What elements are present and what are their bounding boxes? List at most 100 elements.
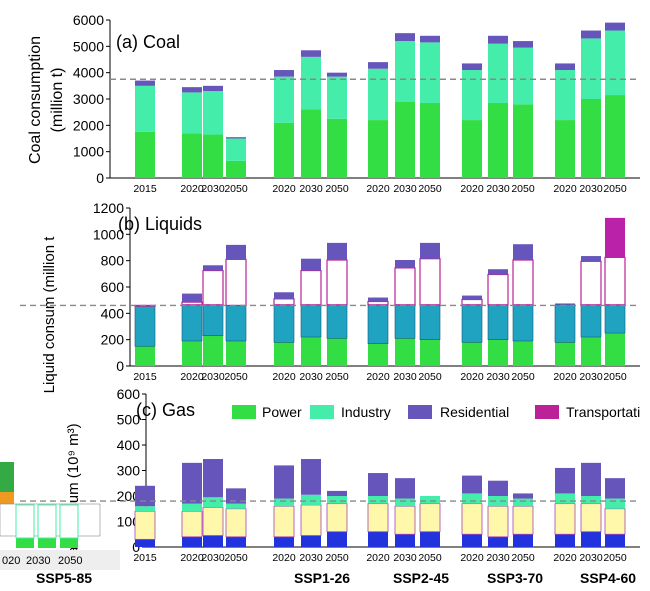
left-stub-panel: 020 2030 2050 [0,462,120,570]
bar-segment [301,50,321,57]
x-tick-label: 2020 [553,552,577,564]
bar-segment [604,256,626,306]
bar-segment [605,22,625,31]
stub-bar [59,504,79,539]
bar-segment [182,133,202,178]
x-tick-label: 2020 [460,552,484,564]
bar-segment [605,534,625,547]
y-tick-label: 5000 [73,38,104,54]
y-axis-label: (million t) [49,68,66,133]
bar-segment [513,498,533,507]
x-tick-label: 2030 [486,183,510,195]
y-tick-label: 0 [116,358,124,374]
stub-tick-label: 020 [2,555,20,567]
bar-segment [581,38,601,99]
bar-segment [581,462,601,496]
bar-segment [605,30,625,96]
bar-segment [326,259,348,306]
bar-segment [327,242,347,261]
bar-segment [581,531,601,547]
y-tick-label: 4000 [73,65,104,81]
panel-title: (c) Gas [136,400,195,420]
x-tick-label: 2020 [272,183,296,195]
y-tick-label: 500 [117,412,141,428]
bar-segment [301,109,321,178]
bar-segment [462,120,482,178]
bar-segment [512,304,534,342]
bar-segment [367,304,389,344]
bar-segment [274,292,294,299]
bar-segment [226,503,246,509]
scenario-label: SSP4-60 [580,570,636,586]
bar-segment [226,244,246,260]
bar-segment [395,41,415,102]
scenario-label: SSP5-85 [36,570,92,586]
bar-segment [604,304,626,334]
x-tick-label: 2030 [579,552,603,564]
legend-industry-swatch [310,405,334,419]
x-tick-label: 2050 [603,371,627,383]
bar-segment [395,260,415,268]
bar-segment [420,496,440,504]
x-tick-label: 2050 [418,552,442,564]
x-tick-label: 2030 [299,371,323,383]
bar-segment [182,503,202,512]
stub-tick-label: 2030 [26,555,50,567]
x-tick-label: 2050 [511,183,535,195]
bar-segment [327,531,347,547]
stub-bar [0,462,14,492]
bar-segment [555,70,575,121]
bar-segment [182,340,202,366]
y-tick-label: 800 [101,253,125,269]
bar-segment [513,244,533,261]
bar-segment [461,304,483,343]
bar-segment [203,134,223,178]
x-tick-label: 2030 [579,371,603,383]
bar-segment [203,459,223,498]
legend-power-label: Power [262,404,302,420]
x-tick-label: 2030 [299,183,323,195]
x-tick-label: 2015 [133,371,157,383]
panel-title: (a) Coal [116,32,180,52]
bar-segment [368,496,388,504]
x-tick-label: 2030 [201,371,225,383]
bar-segment [394,505,416,535]
bar-segment [395,101,415,178]
bar-segment [202,269,224,306]
x-tick-label: 2050 [325,371,349,383]
bar-segment [135,506,155,512]
bar-segment [274,122,294,178]
bar-segment [182,462,202,504]
bar-segment [580,503,602,533]
y-tick-label: 1200 [93,200,124,216]
bar-segment [301,494,321,505]
bar-segment [181,304,203,342]
x-tick-label: 2050 [224,552,248,564]
bar-segment [226,536,246,547]
stub-bar [16,538,34,548]
bar-segment [367,300,389,306]
panel-frame [20,262,130,366]
x-tick-label: 2050 [603,552,627,564]
bar-segment [462,342,482,366]
stub-strip [0,550,120,570]
x-tick-label: 2030 [201,552,225,564]
y-tick-label: 300 [117,463,141,479]
bar-segment [487,505,509,538]
bar-segment [554,304,576,343]
bar-segment [273,298,295,306]
bar-segment [605,333,625,366]
x-tick-label: 2030 [486,552,510,564]
y-tick-label: 400 [117,437,141,453]
y-axis-label: Liquid consum (million t [41,236,58,394]
bar-segment [274,76,294,123]
bar-segment [203,535,223,547]
bar-segment [581,496,601,504]
bar-segment [203,85,223,92]
bar-segment [368,68,388,121]
bar-segment [182,92,202,134]
bar-segment [135,131,155,178]
y-axis-label: Coal consumption [27,36,44,164]
bar-segment [225,305,247,342]
stub-bar [60,538,78,548]
